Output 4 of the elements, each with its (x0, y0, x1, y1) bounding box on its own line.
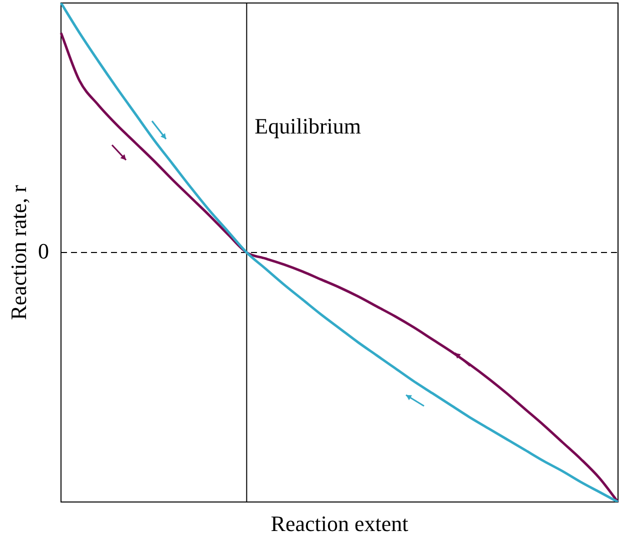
ref-line-label: 0 (38, 238, 49, 264)
x-axis-title: Reaction extent (270, 510, 408, 536)
y-axis-title: Reaction rate, r (6, 184, 31, 320)
annotation: Equilibrium (254, 114, 361, 139)
